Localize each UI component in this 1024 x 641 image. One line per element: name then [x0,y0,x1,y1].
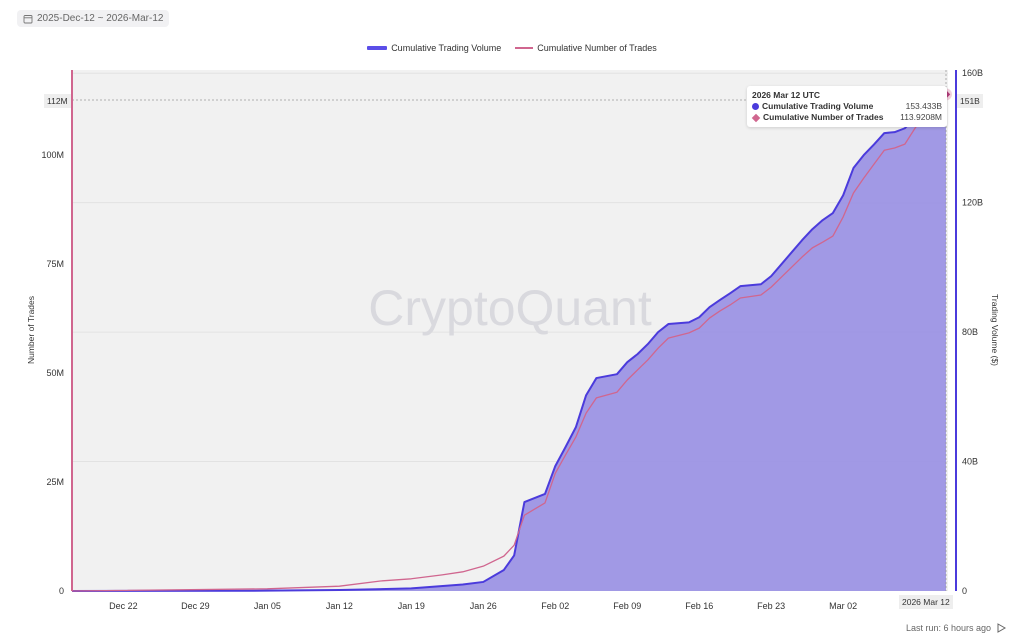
x-tick-label: Dec 29 [181,601,210,611]
y-tick-right-label: 160B [962,68,983,78]
footer: Last run: 6 hours ago [906,623,1006,633]
tooltip-label: Cumulative Trading Volume [762,101,874,111]
tooltip: 2026 Mar 12 UTC Cumulative Trading Volum… [747,86,947,127]
tooltip-row-trades: Cumulative Number of Trades 113.9208M [751,112,942,123]
date-range-picker[interactable]: 2025-Dec-12 ~ 2026-Mar-12 [17,10,170,27]
y-axis-right-label: Trading Volume ($) [990,294,1000,366]
y-tick-left-label: 100M [41,150,64,160]
x-tick-label: Dec 22 [109,601,138,611]
x-tick-label: Jan 12 [326,601,353,611]
series-diamond-icon [751,113,761,122]
x-tick-label: Feb 16 [685,601,713,611]
y-tick-left-label: 25M [46,477,64,487]
x-tick-label: Mar 02 [829,601,857,611]
y-tick-right-label: 80B [962,327,978,337]
last-run-text: Last run: 6 hours ago [905,623,991,633]
crosshair-right-label: 151B [957,94,983,108]
legend-item-trades[interactable]: Cumulative Number of Trades [515,43,657,53]
volume-area [72,94,946,591]
y-tick-left-label: 75M [46,259,64,269]
tooltip-row-volume: Cumulative Trading Volume 153.433B [752,101,942,112]
y-tick-left-label: 50M [46,368,64,378]
y-tick-right-label: 120B [962,198,983,208]
x-tick-label: Jan 19 [398,601,425,611]
y-tick-right-label: 40B [962,457,978,467]
play-icon[interactable] [997,623,1006,633]
calendar-icon [23,14,33,23]
legend-label: Cumulative Trading Volume [391,43,502,53]
tooltip-label: Cumulative Number of Trades [763,112,884,122]
tooltip-value: 153.433B [905,101,942,111]
trades-line [71,93,947,592]
x-tick-label: Jan 05 [254,601,281,611]
y-tick-left-label: 0 [59,586,64,596]
tooltip-title: 2026 Mar 12 UTC [752,90,821,100]
series-dot-icon [752,103,759,110]
crosshair-x-label: 2026 Mar 12 [899,595,953,609]
chart-legend: Cumulative Trading Volume Cumulative Num… [0,43,1024,53]
watermark: CryptoQuant [368,280,652,336]
x-tick-label: Feb 02 [541,601,569,611]
crosshair-left-label: 112M [44,94,71,108]
y-tick-right-label: 0 [962,586,967,596]
x-tick-label: Feb 23 [757,601,785,611]
x-tick-label: Feb 09 [613,601,641,611]
y-axis-left-label: Number of Trades [26,296,36,364]
legend-swatch-volume [367,46,388,50]
legend-item-volume[interactable]: Cumulative Trading Volume [367,43,501,53]
tooltip-value: 113.9208M [900,112,942,122]
legend-swatch-trades [515,47,534,49]
date-range-label: 2025-Dec-12 ~ 2026-Mar-12 [37,13,164,24]
x-tick-label: Jan 26 [470,601,497,611]
legend-label: Cumulative Number of Trades [537,43,657,53]
